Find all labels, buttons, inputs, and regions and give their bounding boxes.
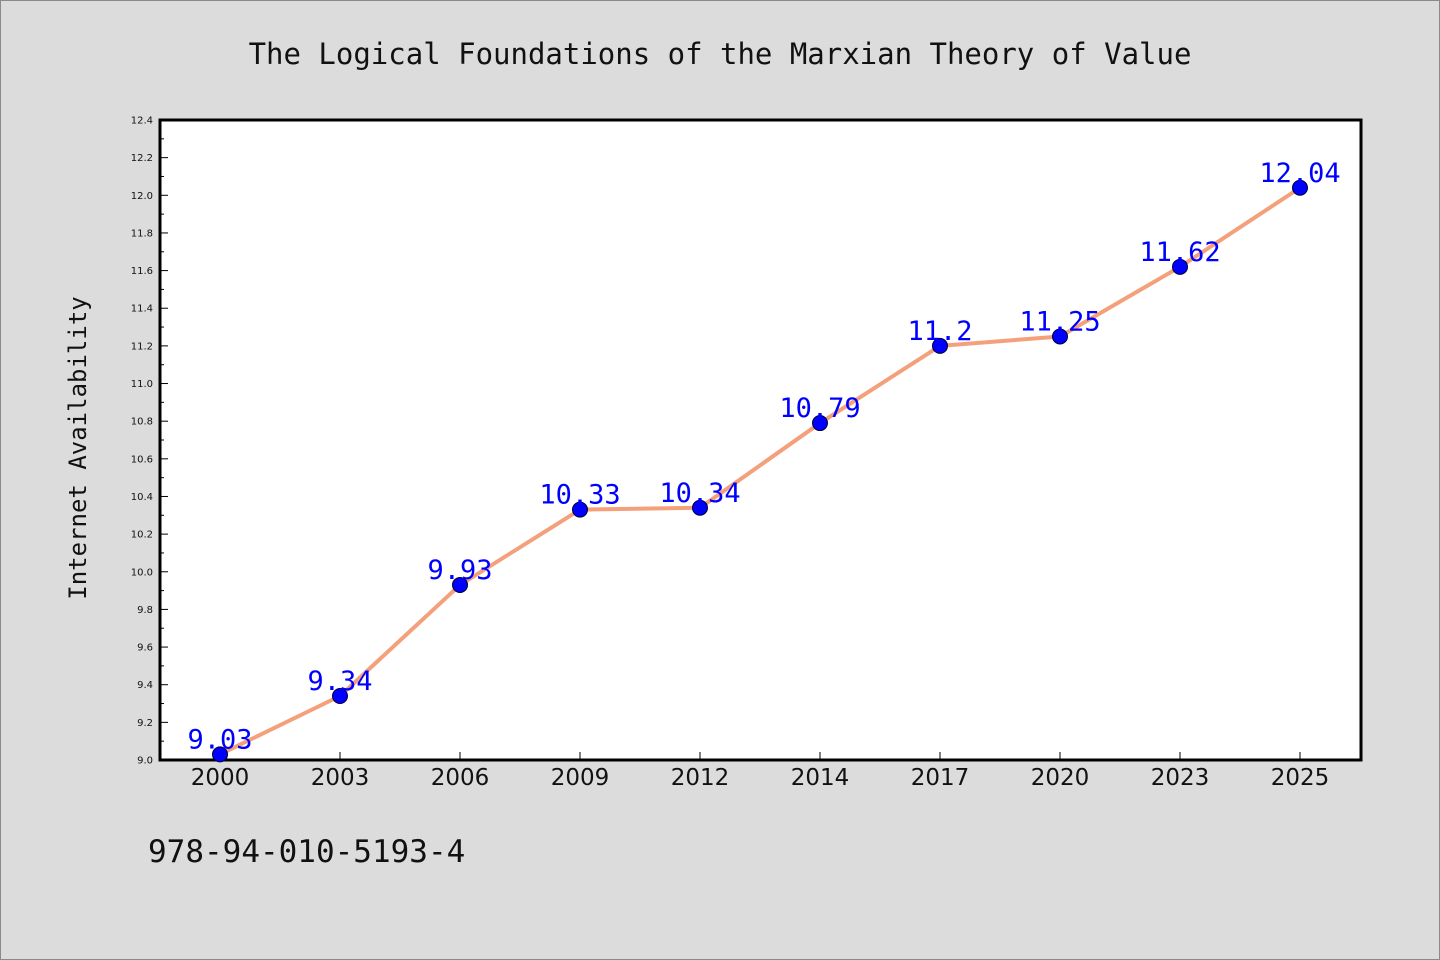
data-label: 11.2 (907, 316, 972, 347)
data-point (1172, 258, 1188, 275)
data-label: 10.33 (539, 480, 620, 511)
x-tick-label: 2003 (311, 765, 370, 791)
data-point (1052, 328, 1068, 345)
data-label: 11.62 (1139, 237, 1220, 268)
x-tick-label: 2017 (911, 765, 970, 791)
y-axis-label: Internet Availability (64, 296, 92, 599)
data-point (692, 499, 708, 516)
series-line (218, 185, 1302, 757)
isbn-caption: 978-94-010-5193-4 (148, 834, 466, 870)
x-tick-label: 2009 (551, 765, 610, 791)
x-tick-label: 2000 (191, 765, 250, 791)
y-tick-label: 10.6 (131, 454, 153, 465)
data-point (452, 576, 468, 593)
y-tick-label: 9.4 (137, 680, 153, 691)
y-tick-label: 10.8 (131, 417, 153, 428)
data-label: 12.04 (1259, 158, 1340, 189)
data-point (212, 746, 228, 763)
y-tick-label: 12.4 (131, 116, 153, 127)
data-point (332, 688, 348, 704)
data-point (1292, 179, 1308, 196)
data-label: 9.93 (427, 555, 492, 586)
data-label: 11.25 (1019, 306, 1100, 337)
x-tick-label: 2023 (1151, 765, 1210, 791)
y-tick-label: 12.0 (131, 191, 153, 202)
data-point (812, 415, 828, 432)
y-tick-label: 10.2 (131, 530, 153, 541)
y-tick-label: 9.8 (137, 605, 153, 616)
x-tick-label: 2025 (1271, 765, 1330, 791)
y-tick-label: 10.4 (131, 492, 153, 503)
chart-title: The Logical Foundations of the Marxian T… (249, 37, 1192, 71)
data-label: 10.34 (659, 478, 740, 509)
data-labels: 9.03 9.34 9.93 10.33 10.34 10.79 11.2 11.25 11.6… (187, 158, 1340, 756)
y-tick-label: 11.2 (131, 341, 153, 352)
x-tick-label: 2012 (671, 765, 730, 791)
y-tick-label: 9.6 (137, 643, 153, 654)
x-tick-label: 2020 (1031, 765, 1090, 791)
data-label: 9.03 (187, 724, 252, 755)
y-tick-label: 10.0 (131, 567, 153, 578)
y-tick-label: 11.4 (131, 304, 153, 315)
y-axis-ticks: 9.0 9.2 9.4 9.6 9.8 10.0 10.2 10.4 10.6 10.8 11.0 1… (131, 116, 168, 767)
y-tick-label: 11.6 (131, 266, 153, 277)
data-label: 9.34 (307, 666, 372, 697)
data-point (932, 337, 948, 354)
y-tick-label: 9.0 (137, 756, 153, 767)
data-label: 10.79 (779, 393, 860, 424)
x-tick-label: 2014 (791, 765, 850, 791)
x-axis-ticks: 2000 2003 2006 2009 2012 2014 2017 2020 2023 2025 (191, 752, 1330, 791)
y-tick-label: 11.0 (131, 379, 153, 390)
y-tick-label: 12.2 (131, 153, 153, 164)
plot-area (158, 118, 1363, 762)
x-tick-label: 2006 (431, 765, 490, 791)
data-point (572, 501, 588, 518)
y-tick-label: 11.8 (131, 228, 153, 239)
series-layer (212, 179, 1308, 763)
y-tick-label: 9.2 (137, 718, 153, 729)
